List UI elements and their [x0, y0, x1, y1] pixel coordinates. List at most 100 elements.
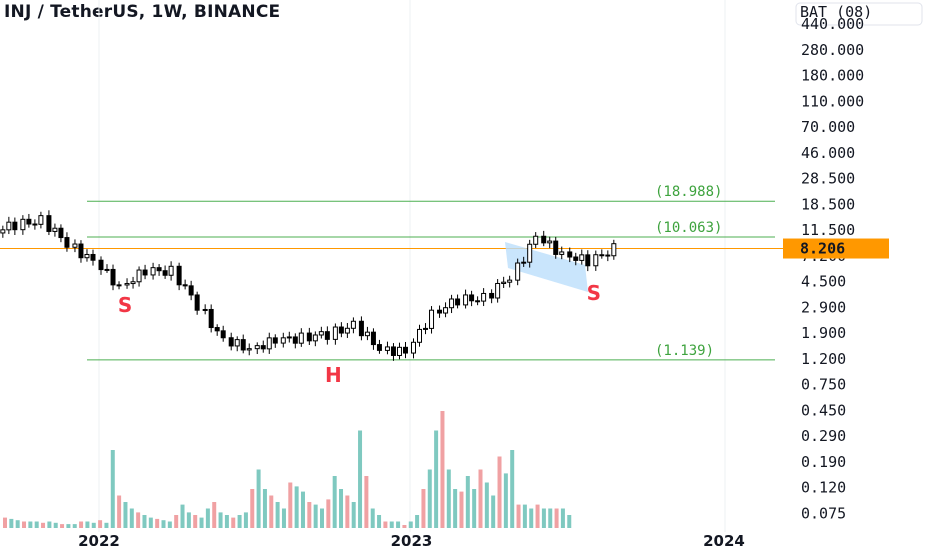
candle-body: [306, 332, 312, 342]
candle-body: [228, 337, 234, 347]
candle-body: [64, 237, 70, 248]
x-tick-label: 2022: [78, 532, 120, 550]
volume-bar: [396, 521, 401, 528]
volume-bar: [294, 486, 299, 528]
y-tick-label: 1.900: [801, 324, 846, 342]
y-tick-label: 280.000: [801, 41, 864, 59]
candle-body: [599, 254, 605, 257]
volume-bar: [237, 515, 242, 528]
volume-bar: [28, 521, 33, 528]
candle-body: [182, 284, 188, 287]
candle-body: [20, 218, 26, 231]
volume-bar: [351, 502, 356, 528]
candle-body: [312, 334, 318, 342]
volume-bar: [47, 521, 52, 528]
chart-title: INJ / TetherUS, 1W, BINANCE: [4, 2, 281, 22]
candle-body: [254, 345, 260, 350]
y-tick-label: 46.000: [801, 144, 855, 162]
x-tick-label: 2023: [391, 532, 433, 550]
candle-body: [541, 235, 547, 244]
volume-bar: [370, 508, 375, 528]
volume-bar: [522, 504, 527, 528]
volume-bar: [41, 522, 46, 528]
volume-bar: [415, 515, 420, 528]
candle-body: [90, 253, 96, 261]
volume-bar: [104, 522, 109, 528]
candle-body: [46, 215, 52, 232]
volume-bar: [174, 515, 179, 528]
current-price-tag: 8.206: [783, 238, 889, 259]
volume-bar: [364, 476, 369, 528]
candle-body: [417, 328, 423, 343]
price-tag-label: 8.206: [800, 240, 845, 258]
candle-body: [501, 281, 507, 284]
candle-body: [423, 327, 429, 330]
channel: [505, 242, 588, 292]
y-axis-top-label: BAT (08): [800, 3, 872, 21]
volume-bar: [66, 524, 71, 528]
y-tick-label: 11.500: [801, 221, 855, 239]
y-tick-label: 440.000: [801, 15, 864, 33]
volume-bar: [231, 517, 236, 528]
volume-bar: [465, 476, 470, 528]
volume-bar: [548, 508, 553, 528]
candle-body: [78, 243, 84, 259]
y-tick-label: 0.290: [801, 427, 846, 445]
volume-bar: [250, 489, 255, 528]
y-axis-bg: [792, 0, 932, 550]
level-label: (10.063): [655, 220, 722, 236]
candle-body: [390, 346, 396, 356]
candle-body: [292, 336, 298, 344]
volume-bar: [402, 525, 407, 528]
volume-bar: [60, 524, 65, 528]
candle-body: [58, 227, 64, 239]
candle-body: [443, 307, 449, 314]
volume-bar: [129, 508, 134, 528]
candle-body: [220, 330, 226, 339]
y-tick-label: 180.000: [801, 67, 864, 85]
volume-bar: [199, 517, 204, 528]
grid: [98, 0, 726, 532]
volume-bar: [218, 512, 223, 528]
candle-body: [84, 253, 90, 259]
volume-bar: [117, 495, 122, 528]
candle-body: [6, 221, 12, 231]
volume-bar: [440, 411, 445, 528]
y-tick-label: 0.190: [801, 453, 846, 471]
pattern-label: S: [118, 293, 132, 317]
candle-body: [495, 282, 501, 299]
candle-body: [130, 281, 136, 285]
volume-bar: [358, 430, 363, 528]
candle-body: [104, 268, 110, 271]
candle-body: [136, 269, 142, 283]
candle-body: [463, 294, 469, 306]
candle-body: [202, 308, 208, 311]
volume-bar: [262, 489, 267, 528]
volume-bar: [421, 489, 426, 528]
candle-body: [168, 265, 174, 276]
y-tick-label: 110.000: [801, 92, 864, 110]
candle-body: [246, 348, 252, 351]
volume-bar: [491, 495, 496, 528]
y-tick-label: 1.200: [801, 350, 846, 368]
candles: [0, 210, 617, 361]
volume-bar: [155, 518, 160, 528]
volume-bar: [478, 469, 483, 528]
candle-body: [358, 320, 364, 337]
candle-body: [489, 292, 495, 299]
y-tick-label: 0.075: [801, 504, 846, 522]
volume-bar: [9, 518, 14, 528]
candle-body: [194, 294, 200, 311]
x-tick-label: 2024: [703, 532, 745, 550]
candle-body: [286, 336, 292, 339]
y-axis: BAT (08)440.000 280.000 180.000 110.000 70.0…: [792, 0, 932, 550]
candle-body: [481, 292, 487, 302]
volume-bar: [427, 469, 432, 528]
candle-body: [521, 261, 527, 264]
candle-body: [266, 337, 272, 350]
level-lines: (18.988) (10.063) (1.139): [0, 184, 792, 361]
volume-bar: [3, 517, 7, 528]
pattern-labels: S H S: [118, 281, 601, 387]
volume-bar: [224, 515, 229, 528]
